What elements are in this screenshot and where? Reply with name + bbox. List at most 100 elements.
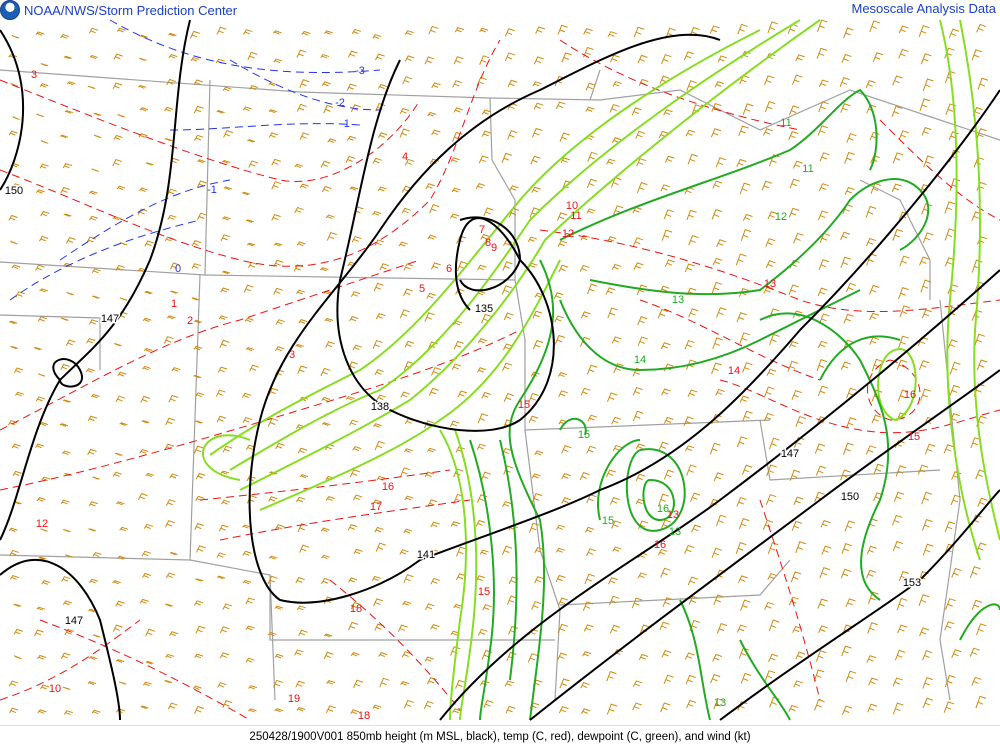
wind-barb	[843, 27, 854, 39]
wind-barb	[898, 286, 909, 300]
wind-barb	[268, 555, 278, 560]
temp-contour-label: 11	[570, 210, 581, 222]
wind-barb	[793, 496, 804, 506]
wind-barb	[735, 542, 747, 555]
wind-barb	[320, 527, 330, 533]
wind-barb	[763, 412, 774, 422]
wind-barb	[481, 391, 491, 399]
wind-barb	[922, 676, 934, 689]
wind-barb	[898, 335, 909, 349]
wind-barb	[507, 79, 518, 88]
wind-barb	[586, 178, 598, 189]
wind-barb	[663, 209, 675, 220]
temp-contour-label: 10	[49, 683, 61, 695]
wind-barb	[402, 76, 413, 85]
temp-contour-label: 14	[728, 365, 740, 377]
wind-barb	[742, 362, 753, 373]
wind-barb	[245, 625, 255, 631]
wind-barb	[145, 472, 155, 478]
wind-barb	[353, 548, 363, 555]
wind-barb	[37, 316, 48, 322]
wind-barb	[713, 472, 724, 482]
wind-barb	[709, 442, 721, 455]
map-caption: 250428/1900V001 850mb height (m MSL, bla…	[0, 725, 1000, 751]
wind-barb	[918, 360, 930, 370]
wind-barb	[164, 679, 173, 684]
wind-barb	[502, 261, 513, 271]
wind-barb	[608, 577, 618, 585]
wind-barb	[88, 319, 99, 325]
wind-barb	[737, 575, 748, 584]
wind-barb	[769, 437, 780, 450]
wind-barb	[191, 263, 201, 269]
wind-barb	[560, 157, 570, 163]
temp-contour-label: -2	[335, 97, 345, 109]
wind-barb	[195, 545, 206, 553]
wind-barb	[267, 417, 278, 427]
wind-barb	[350, 652, 360, 657]
wind-barb	[632, 702, 643, 711]
wind-barb	[768, 653, 779, 663]
wind-barb	[242, 550, 252, 556]
wind-barb	[531, 186, 541, 194]
wind-barb	[163, 336, 174, 344]
wind-barb	[818, 79, 829, 88]
wind-barb	[918, 594, 930, 606]
wind-barb	[38, 556, 47, 561]
wind-barb	[788, 704, 799, 712]
wind-barb	[245, 597, 256, 605]
wind-barb	[892, 228, 904, 241]
wind-barb	[769, 333, 780, 346]
wind-barb	[944, 228, 956, 241]
wind-barb	[430, 262, 441, 270]
wind-barb	[845, 598, 856, 608]
wind-barb	[710, 128, 722, 138]
wind-barb	[321, 185, 332, 193]
wind-barb	[944, 621, 955, 631]
wind-barb	[975, 128, 987, 141]
wind-barb	[33, 346, 42, 351]
wind-barb	[241, 392, 252, 398]
wind-barb	[845, 417, 857, 429]
wind-barb	[840, 361, 851, 370]
wind-barb	[40, 139, 49, 144]
wind-barb	[660, 342, 671, 350]
wind-barb	[397, 624, 408, 632]
wind-barb	[144, 240, 154, 247]
wind-barb	[92, 295, 100, 299]
wind-barb	[922, 650, 933, 661]
wind-barb	[532, 310, 543, 319]
wind-barb	[635, 473, 646, 482]
wind-barb	[248, 160, 259, 168]
wind-barb	[319, 267, 329, 272]
wind-barb	[814, 443, 826, 454]
wind-barb	[841, 645, 852, 657]
wind-barb	[534, 546, 544, 554]
wind-barb	[632, 410, 644, 422]
wind-barb	[8, 130, 18, 136]
wind-barb	[868, 591, 879, 604]
wind-barb	[112, 216, 122, 221]
wind-barb	[661, 388, 671, 396]
wind-barb	[86, 338, 96, 344]
wind-barb	[476, 367, 487, 373]
wind-barb	[714, 81, 725, 88]
wind-barb	[611, 520, 622, 529]
wind-barb	[166, 78, 176, 86]
wind-barb	[712, 337, 723, 350]
wind-barb	[971, 599, 983, 610]
wind-barb	[197, 212, 207, 221]
wind-barb	[557, 623, 568, 634]
wind-barb	[839, 491, 850, 500]
wind-barb	[687, 389, 698, 397]
wind-barb	[320, 53, 330, 59]
wind-barb	[587, 414, 598, 422]
wind-barb	[88, 27, 99, 34]
wind-barb	[846, 133, 857, 143]
wind-barb	[555, 101, 566, 110]
wind-barb	[892, 540, 904, 552]
wind-barb	[403, 448, 413, 453]
temp-contour-label: 4	[402, 151, 408, 163]
wind-barb	[479, 55, 490, 65]
temp-contour-label: 15	[518, 399, 530, 411]
